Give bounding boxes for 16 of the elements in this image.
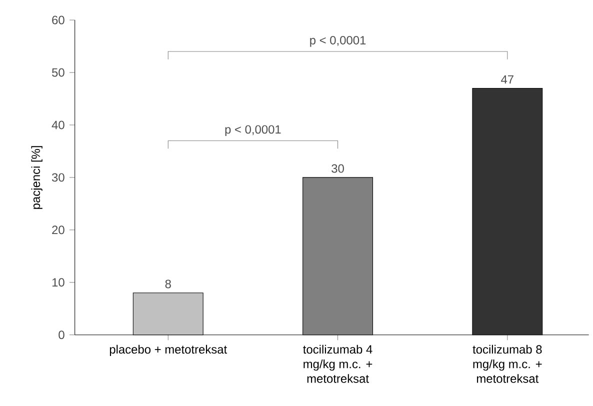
y-tick-label: 50 <box>52 68 64 77</box>
y-tick-label: 10 <box>52 278 64 287</box>
annotation: p < 0,0001 <box>225 125 281 136</box>
y-tick-label: 60 <box>52 16 64 24</box>
y-axis-title: pacjenci [%] <box>31 146 42 209</box>
data-label: 30 <box>332 164 344 173</box>
y-tick-label: 20 <box>52 226 64 234</box>
x-tick-label: tocilizumab 8 mg/kg m.c. + metotreksat <box>472 344 542 383</box>
y-tick-label: 30 <box>52 173 64 182</box>
data-label: 47 <box>501 75 514 84</box>
y-tick-label: 0 <box>58 330 64 340</box>
x-tick-label: placebo + metotreksat <box>110 344 227 356</box>
y-tick-label: 40 <box>52 120 64 130</box>
x-tick-label: tocilizumab 4 mg/kg m.c. + metotreksat <box>303 344 372 383</box>
annotation: p < 0,0001 <box>310 36 366 47</box>
data-label: 8 <box>165 280 171 288</box>
